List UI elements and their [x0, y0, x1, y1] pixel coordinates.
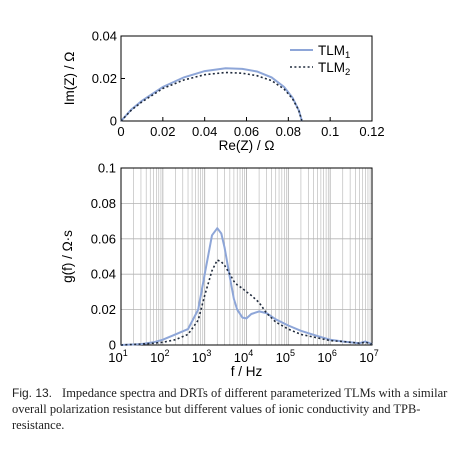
x-tick-label-exponent: 5: [290, 348, 295, 358]
x-tick-label-base: 10: [276, 350, 290, 365]
y-tick-label: 0: [110, 114, 117, 129]
y-tick-label: 0.04: [92, 29, 117, 44]
x-tick-label: 106: [317, 348, 336, 365]
legend-label: TLM1: [318, 43, 350, 61]
caption-text: Impedance spectra and DRTs of different …: [12, 386, 448, 432]
legend-label-base: TLM: [318, 60, 345, 75]
x-tick-label-base: 10: [108, 350, 122, 365]
x-tick-label-base: 10: [192, 350, 206, 365]
x-tick-label-exponent: 7: [374, 348, 379, 358]
x-tick-label: 105: [276, 348, 295, 365]
x-tick-label: 103: [192, 348, 211, 365]
x-tick-label: 0: [117, 124, 124, 139]
y-tick-label: 0: [109, 338, 116, 353]
x-tick-label-exponent: 1: [123, 348, 128, 358]
x-axis-label: Re(Z) / Ω: [219, 138, 275, 153]
x-axis-label: f / Hz: [231, 364, 263, 379]
caption-label: Fig. 13.: [12, 386, 53, 400]
x-tick-label-exponent: 4: [248, 348, 253, 358]
x-tick-label: 0.02: [150, 124, 175, 139]
legend-label-base: TLM: [318, 43, 345, 58]
series-line-tlm2: [120, 259, 373, 346]
y-tick-label: 0.08: [91, 196, 116, 211]
legend-label-subscript: 2: [345, 67, 350, 78]
y-tick-label: 0.02: [92, 71, 117, 86]
figure-caption: Fig. 13. Impedance spectra and DRTs of di…: [12, 385, 462, 433]
x-tick-label: 0.04: [192, 124, 217, 139]
plot-frame: [120, 167, 373, 346]
x-tick-label-base: 10: [234, 350, 248, 365]
legend-label: TLM2: [318, 60, 350, 78]
legend-label-subscript: 1: [345, 50, 350, 61]
x-tick-label: 0.06: [234, 124, 259, 139]
series-line-tlm1: [120, 227, 373, 346]
x-tick-label: 101: [108, 348, 127, 365]
x-tick-label-base: 10: [359, 350, 373, 365]
y-axis-label: Im(Z) / Ω: [62, 52, 77, 106]
series-line-tlm2: [120, 71, 303, 122]
x-tick-label-exponent: 2: [165, 348, 170, 358]
x-tick-label-exponent: 3: [206, 348, 211, 358]
x-tick-label: 102: [150, 348, 169, 365]
series-line-tlm1: [120, 67, 303, 122]
x-tick-label: 104: [234, 348, 253, 365]
y-tick-label: 0.02: [91, 302, 116, 317]
x-tick-label-exponent: 6: [332, 348, 337, 358]
x-tick-label-base: 10: [317, 350, 331, 365]
y-tick-label: 0.04: [91, 267, 116, 282]
x-tick-label-base: 10: [150, 350, 164, 365]
x-tick-label: 0.1: [321, 124, 339, 139]
y-tick-label: 0.06: [91, 231, 116, 246]
y-tick-label: 0.1: [98, 161, 116, 176]
x-tick-label: 0.08: [276, 124, 301, 139]
y-axis-label: g(f) / Ω·s: [60, 230, 75, 283]
x-tick-label: 0.12: [359, 124, 384, 139]
x-tick-label: 107: [359, 348, 378, 365]
